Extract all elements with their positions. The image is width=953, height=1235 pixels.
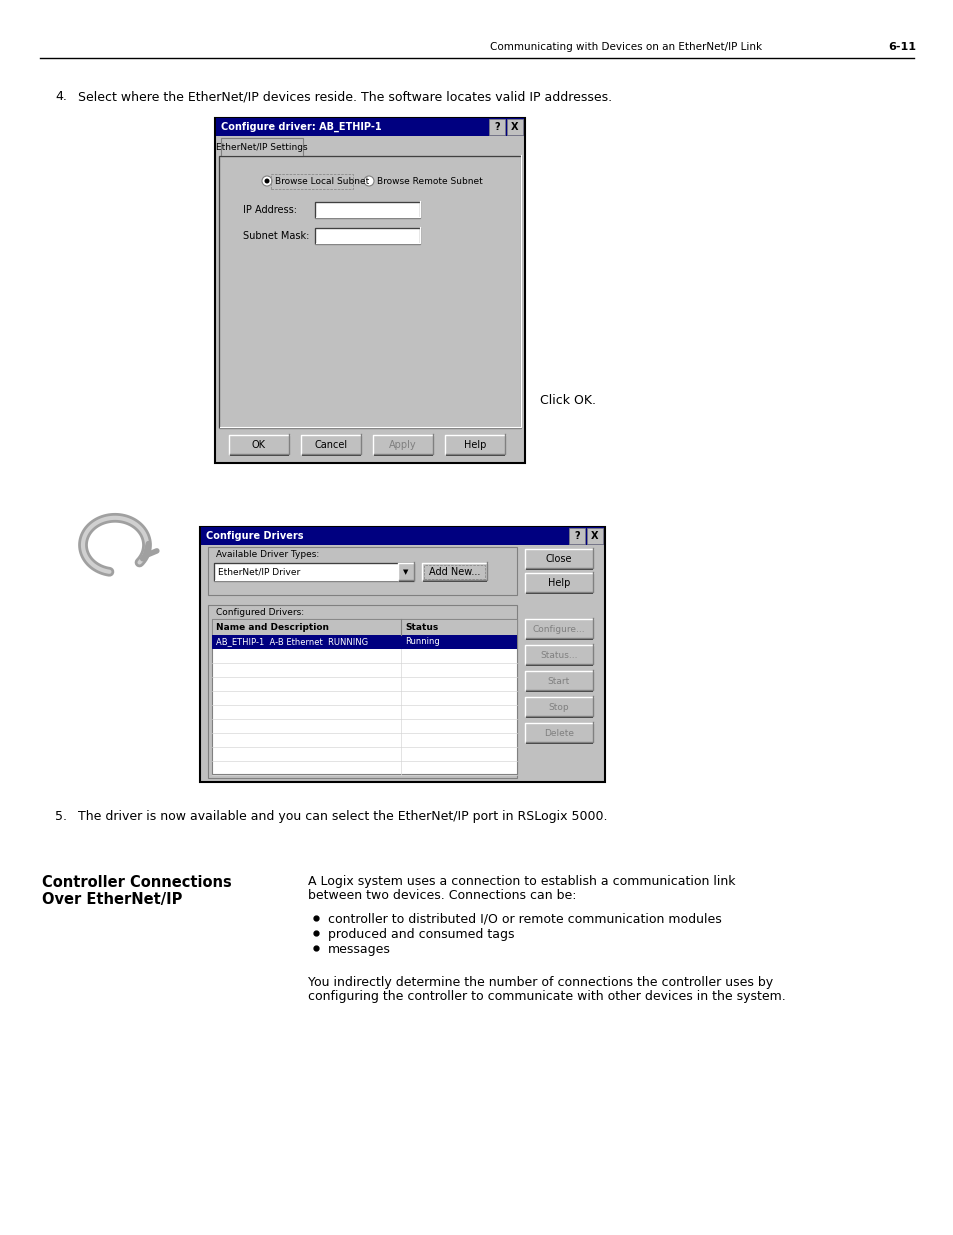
Text: Start: Start	[547, 677, 570, 685]
Bar	[524, 619, 593, 638]
Text: IP Address:: IP Address:	[243, 205, 296, 215]
Bar	[271, 174, 353, 189]
Bar	[373, 435, 433, 454]
Bar	[374, 437, 433, 456]
Text: ?: ?	[574, 531, 579, 541]
Text: 5.: 5.	[55, 810, 67, 823]
Text: Available Driver Types:: Available Driver Types:	[215, 550, 319, 559]
Text: Status...: Status...	[539, 651, 578, 659]
Bar	[446, 437, 504, 456]
Text: 6-11: 6-11	[887, 42, 915, 52]
Bar	[525, 699, 593, 718]
Text: produced and consumed tags: produced and consumed tags	[328, 927, 514, 941]
Text: A Logix system uses a connection to establish a communication link: A Logix system uses a connection to esta…	[308, 876, 735, 888]
Text: 4.: 4.	[55, 90, 67, 103]
Text: Status: Status	[405, 622, 437, 631]
Text: Name and Description: Name and Description	[215, 622, 329, 631]
Bar	[314, 228, 419, 245]
Text: Communicating with Devices on an EtherNet/IP Link: Communicating with Devices on an EtherNe…	[490, 42, 761, 52]
Text: X: X	[511, 122, 518, 132]
Bar	[212, 635, 517, 650]
Bar	[215, 119, 523, 136]
Text: The driver is now available and you can select the EtherNet/IP port in RSLogix 5: The driver is now available and you can …	[78, 810, 607, 823]
Text: Running: Running	[405, 637, 439, 646]
Text: Configure Drivers: Configure Drivers	[206, 531, 303, 541]
Text: Over EtherNet/IP: Over EtherNet/IP	[42, 892, 182, 906]
Text: Configure...: Configure...	[532, 625, 585, 634]
Text: ▼: ▼	[403, 569, 408, 576]
Bar	[219, 156, 520, 429]
Bar	[524, 722, 593, 743]
Bar	[525, 551, 593, 571]
Bar	[586, 529, 602, 543]
Bar	[524, 550, 593, 569]
Text: Close: Close	[545, 555, 572, 564]
Text: Click OK.: Click OK.	[539, 394, 596, 406]
Bar	[524, 671, 593, 692]
Bar	[302, 437, 360, 456]
Bar	[201, 527, 603, 545]
Bar	[422, 564, 486, 582]
Bar	[208, 605, 517, 778]
Bar	[229, 435, 289, 454]
Bar	[314, 203, 419, 219]
Bar	[423, 564, 484, 579]
Bar	[525, 576, 593, 594]
Text: messages: messages	[328, 944, 391, 956]
Text: OK: OK	[252, 440, 266, 450]
Text: Stop: Stop	[548, 703, 569, 711]
Text: X: X	[591, 531, 598, 541]
Text: Help: Help	[463, 440, 486, 450]
Circle shape	[264, 179, 269, 184]
Bar	[444, 435, 504, 454]
Text: EtherNet/IP Driver: EtherNet/IP Driver	[218, 568, 300, 577]
Bar	[525, 647, 593, 666]
Text: Browse Remote Subnet: Browse Remote Subnet	[376, 177, 482, 185]
Bar	[489, 119, 504, 135]
Bar	[214, 119, 524, 463]
Bar	[568, 529, 584, 543]
Text: controller to distributed I/O or remote communication modules: controller to distributed I/O or remote …	[328, 913, 721, 926]
Text: AB_ETHIP-1  A-B Ethernet  RUNNING: AB_ETHIP-1 A-B Ethernet RUNNING	[215, 637, 368, 646]
Bar	[525, 725, 593, 743]
Text: Browse Local Subnet: Browse Local Subnet	[274, 177, 369, 185]
Text: Add New...: Add New...	[428, 567, 479, 577]
Text: You indirectly determine the number of connections the controller uses by: You indirectly determine the number of c…	[308, 976, 772, 989]
Circle shape	[364, 177, 374, 186]
Circle shape	[262, 177, 272, 186]
Bar	[525, 673, 593, 692]
Bar	[221, 138, 303, 156]
Bar	[524, 697, 593, 718]
Text: ?: ?	[494, 122, 499, 132]
Bar	[208, 547, 517, 595]
Bar	[525, 621, 593, 640]
Bar	[230, 437, 289, 456]
Text: EtherNet/IP Settings: EtherNet/IP Settings	[216, 142, 308, 152]
Text: Cancel: Cancel	[314, 440, 347, 450]
Text: between two devices. Connections can be:: between two devices. Connections can be:	[308, 889, 576, 902]
Bar	[212, 619, 517, 635]
Bar	[398, 564, 414, 582]
Text: Help: Help	[547, 578, 570, 588]
Bar	[524, 645, 593, 664]
Text: Delete: Delete	[543, 729, 574, 737]
Bar	[397, 563, 414, 580]
Bar	[524, 573, 593, 593]
Bar	[200, 527, 604, 782]
Text: Subnet Mask:: Subnet Mask:	[243, 231, 309, 241]
Text: Apply: Apply	[389, 440, 416, 450]
Text: Configured Drivers:: Configured Drivers:	[215, 608, 304, 618]
Bar	[301, 435, 360, 454]
Bar	[421, 563, 486, 580]
Text: Configure driver: AB_ETHIP-1: Configure driver: AB_ETHIP-1	[221, 122, 381, 132]
Text: Controller Connections: Controller Connections	[42, 876, 232, 890]
Bar	[506, 119, 522, 135]
Bar	[213, 563, 414, 580]
Text: configuring the controller to communicate with other devices in the system.: configuring the controller to communicat…	[308, 990, 785, 1003]
Text: Select where the EtherNet/IP devices reside. The software locates valid IP addre: Select where the EtherNet/IP devices res…	[78, 90, 612, 103]
Bar	[212, 619, 517, 774]
